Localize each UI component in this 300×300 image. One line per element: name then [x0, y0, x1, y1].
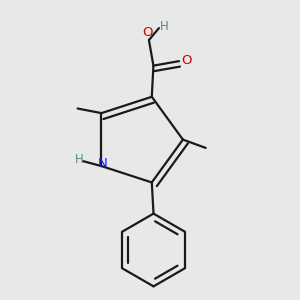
Text: O: O: [142, 26, 153, 39]
Text: H: H: [160, 20, 169, 32]
Text: O: O: [182, 54, 192, 67]
Text: N: N: [98, 158, 108, 170]
Text: H: H: [74, 153, 83, 166]
